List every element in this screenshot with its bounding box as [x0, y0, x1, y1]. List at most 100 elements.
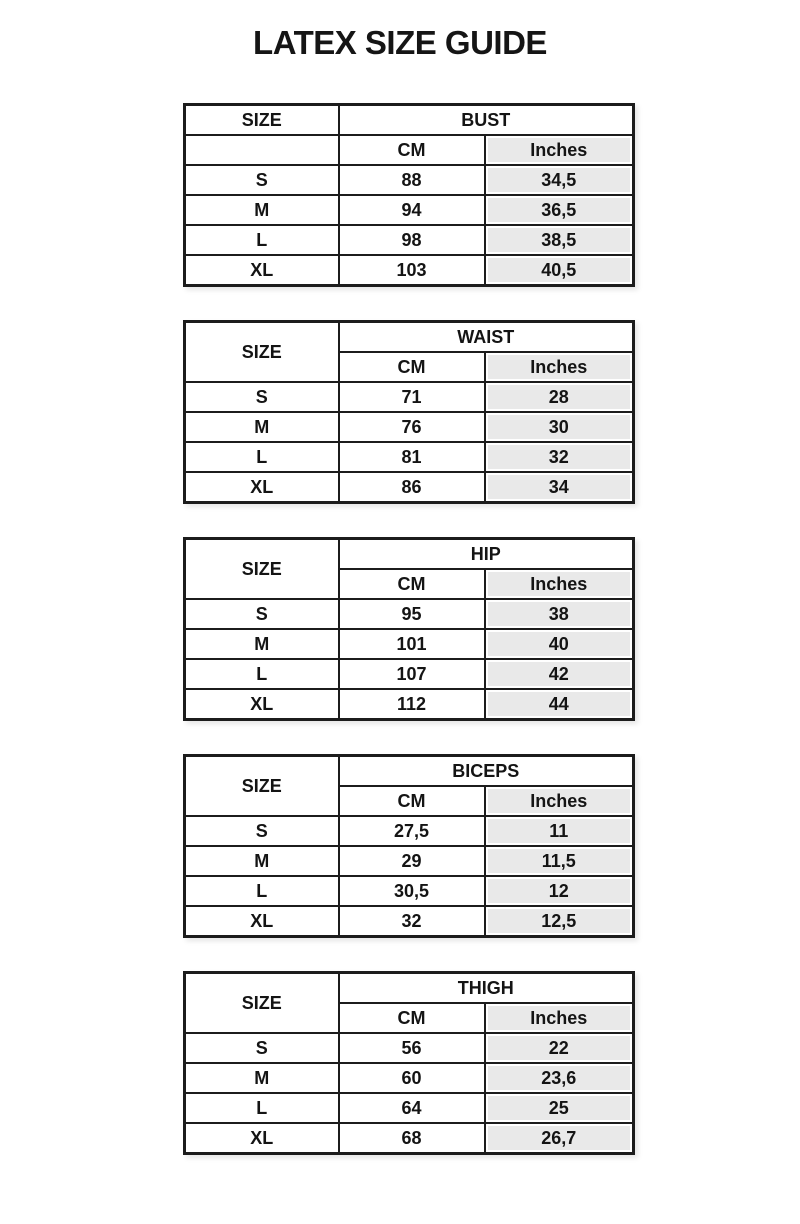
inches-value-cell: 38,5: [483, 224, 635, 256]
size-cell: XL: [183, 254, 340, 287]
cm-value-cell: 32: [337, 905, 486, 938]
inches-header: Inches: [483, 351, 635, 383]
table-row: S 56 22: [183, 1032, 635, 1064]
size-cell: XL: [183, 905, 340, 938]
unit-header-row: CM Inches: [185, 785, 635, 817]
size-cell: S: [183, 381, 340, 413]
table-row: XL 112 44: [183, 688, 635, 721]
inches-value-cell: 11: [483, 815, 635, 847]
table-row: M 76 30: [183, 411, 635, 443]
inches-value-cell: 44: [483, 688, 635, 721]
cm-value-cell: 71: [337, 381, 486, 413]
cm-value-cell: 98: [337, 224, 486, 256]
cm-value-cell: 64: [337, 1092, 486, 1124]
table-row: M 94 36,5: [183, 194, 635, 226]
size-table-thigh: SIZE THIGH CM Inches S 56 22 M 60 23,6 L…: [183, 971, 635, 1155]
table-row: L 30,5 12: [183, 875, 635, 907]
inches-value-cell: 25: [483, 1092, 635, 1124]
empty-cell: [183, 134, 340, 166]
table-row: XL 32 12,5: [183, 905, 635, 938]
inches-value-cell: 42: [483, 658, 635, 690]
cm-value-cell: 103: [337, 254, 486, 287]
table-row: L 107 42: [183, 658, 635, 690]
table-row: XL 68 26,7: [183, 1122, 635, 1155]
cm-value-cell: 30,5: [337, 875, 486, 907]
cm-header: CM: [337, 568, 486, 600]
inches-value-cell: 40: [483, 628, 635, 660]
cm-value-cell: 56: [337, 1032, 486, 1064]
cm-value-cell: 95: [337, 598, 486, 630]
table-row: S 27,5 11: [183, 815, 635, 847]
unit-header-row: CM Inches: [185, 351, 635, 383]
size-cell: M: [183, 845, 340, 877]
inches-header: Inches: [483, 1002, 635, 1034]
size-cell: L: [183, 658, 340, 690]
cm-value-cell: 68: [337, 1122, 486, 1155]
page-title: LATEX SIZE GUIDE: [253, 24, 547, 61]
size-table-hip: SIZE HIP CM Inches S 95 38 M 101 40 L 10…: [183, 537, 636, 721]
size-column-header: SIZE: [183, 537, 340, 600]
cm-value-cell: 29: [337, 845, 486, 877]
size-cell: M: [183, 194, 340, 226]
inches-value-cell: 36,5: [483, 194, 635, 226]
size-cell: S: [183, 598, 340, 630]
cm-header: CM: [337, 134, 486, 166]
table-row: L 81 32: [183, 441, 635, 473]
unit-header-row: CM Inches: [185, 1002, 635, 1034]
measure-header: HIP: [337, 537, 635, 570]
inches-value-cell: 12,5: [483, 905, 635, 938]
table-row: M 101 40: [183, 628, 635, 660]
header-row: SIZE HIP: [183, 537, 635, 600]
measure-header: BICEPS: [337, 754, 635, 787]
table-row: M 29 11,5: [183, 845, 635, 877]
size-cell: L: [183, 1092, 340, 1124]
cm-value-cell: 107: [337, 658, 486, 690]
inches-value-cell: 11,5: [483, 845, 635, 877]
header-row: SIZE BUST: [183, 103, 635, 136]
table-row: M 60 23,6: [183, 1062, 635, 1094]
inches-value-cell: 12: [483, 875, 635, 907]
size-cell: L: [183, 441, 340, 473]
size-cell: XL: [183, 471, 340, 504]
size-cell: S: [183, 815, 340, 847]
inches-value-cell: 30: [483, 411, 635, 443]
cm-value-cell: 94: [337, 194, 486, 226]
cm-value-cell: 101: [337, 628, 486, 660]
header-row: SIZE BICEPS: [183, 754, 635, 817]
size-column-header: SIZE: [183, 754, 340, 817]
size-cell: L: [183, 224, 340, 256]
cm-value-cell: 88: [337, 164, 486, 196]
cm-header: CM: [337, 785, 486, 817]
inches-value-cell: 23,6: [483, 1062, 635, 1094]
inches-header: Inches: [483, 568, 635, 600]
unit-header-row: CM Inches: [185, 568, 635, 600]
measure-header: BUST: [337, 103, 635, 136]
size-cell: M: [183, 411, 340, 443]
header-row: SIZE WAIST: [183, 320, 635, 383]
table-row: L 64 25: [183, 1092, 635, 1124]
table-row: XL 86 34: [183, 471, 635, 504]
inches-header: Inches: [483, 785, 635, 817]
table-row: L 98 38,5: [183, 224, 635, 256]
inches-value-cell: 22: [483, 1032, 635, 1064]
size-tables-container: SIZE BUST CM Inches S 88 34,5 M 94 36,5 …: [183, 103, 636, 1155]
inches-value-cell: 38: [483, 598, 635, 630]
inches-value-cell: 28: [483, 381, 635, 413]
table-row: S 71 28: [183, 381, 635, 413]
cm-value-cell: 112: [337, 688, 486, 721]
table-row: XL 103 40,5: [183, 254, 635, 287]
size-cell: XL: [183, 688, 340, 721]
size-cell: S: [183, 1032, 340, 1064]
table-row: S 88 34,5: [183, 164, 635, 196]
size-cell: L: [183, 875, 340, 907]
inches-value-cell: 32: [483, 441, 635, 473]
size-table-biceps: SIZE BICEPS CM Inches S 27,5 11 M 29 11,…: [183, 754, 635, 938]
size-cell: M: [183, 1062, 340, 1094]
size-column-header: SIZE: [183, 971, 340, 1034]
size-column-header: SIZE: [183, 103, 340, 136]
size-cell: S: [183, 164, 340, 196]
cm-header: CM: [337, 351, 486, 383]
inches-value-cell: 34: [483, 471, 635, 504]
cm-value-cell: 86: [337, 471, 486, 504]
table-row: S 95 38: [183, 598, 635, 630]
